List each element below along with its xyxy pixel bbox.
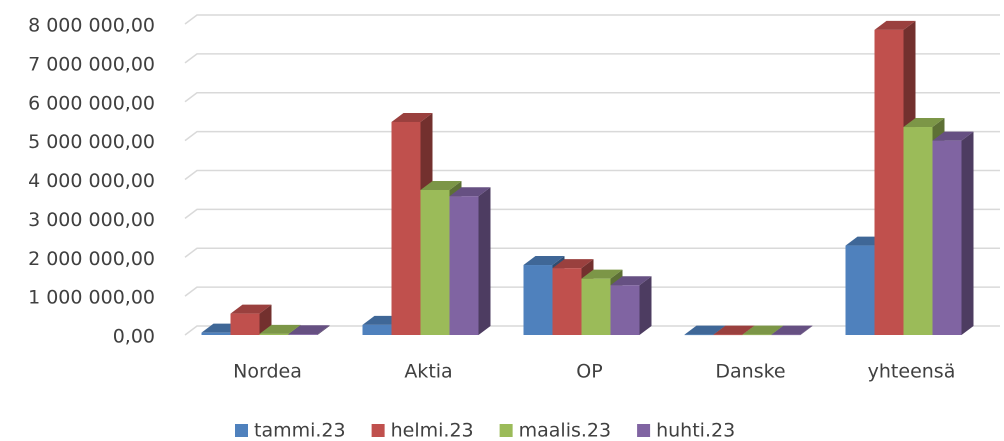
bar-front — [362, 324, 392, 335]
bar-top — [288, 325, 330, 335]
bar-front — [932, 140, 962, 335]
bar-front — [742, 334, 772, 336]
bar-front — [684, 334, 714, 336]
legend-label: maalis.23 — [519, 420, 611, 441]
bar-front — [713, 334, 743, 336]
bar-side — [961, 131, 974, 335]
bar-top — [523, 256, 565, 266]
bar-top — [684, 325, 726, 335]
grid-line — [184, 286, 1000, 297]
bar-side — [639, 276, 652, 335]
grid-line — [184, 247, 1000, 258]
bar-top — [449, 187, 491, 197]
x-tick-label: Nordea — [233, 361, 302, 383]
bar-side — [478, 187, 491, 335]
grid-line — [184, 92, 1000, 103]
bar-front — [201, 332, 231, 335]
bar-front — [523, 265, 553, 335]
legend-swatch — [235, 424, 248, 437]
bar-top — [932, 131, 974, 141]
bar — [874, 20, 916, 336]
bar-top — [742, 325, 784, 335]
bar-front — [391, 121, 421, 335]
bar — [288, 325, 330, 335]
grid-line — [184, 169, 1000, 181]
bar-top — [391, 112, 433, 122]
bar-front — [581, 278, 611, 335]
bar-top — [420, 180, 462, 190]
legend-swatch — [371, 424, 385, 437]
legend-swatch — [637, 424, 651, 437]
legend-swatch — [499, 424, 513, 437]
bar-front — [420, 189, 450, 335]
y-tick-label: 5 000 000,00 — [28, 131, 155, 153]
grid-line — [184, 53, 1000, 64]
bar-front — [903, 127, 933, 335]
bar-side — [317, 325, 330, 335]
bar-front — [552, 268, 582, 335]
bar-top — [874, 20, 916, 30]
bar — [610, 276, 652, 335]
bar-top — [230, 304, 272, 314]
legend-label: tammi.23 — [254, 420, 346, 441]
grid-line — [184, 130, 1000, 142]
y-tick-label: 2 000 000,00 — [28, 248, 155, 270]
y-tick-label: 6 000 000,00 — [28, 92, 155, 114]
bar-top — [552, 259, 594, 269]
legend-label: helmi.23 — [391, 420, 474, 441]
bar-front — [771, 334, 801, 336]
bar-top — [771, 325, 813, 335]
bar — [449, 187, 491, 335]
grid-line — [184, 14, 1000, 25]
bar-front — [845, 245, 875, 335]
x-tick-label: Aktia — [404, 361, 452, 383]
bar-top — [903, 118, 945, 128]
bar-side — [800, 325, 813, 335]
bar-top — [713, 325, 755, 335]
bar-front — [449, 196, 479, 335]
bar — [932, 131, 974, 335]
y-tick-label: 3 000 000,00 — [28, 209, 155, 231]
y-tick-label: 4 000 000,00 — [28, 170, 155, 192]
legend-label: huhti.23 — [656, 420, 735, 441]
bar-top — [259, 324, 301, 334]
bar-front — [259, 333, 289, 335]
bar-top — [581, 269, 623, 279]
y-tick-label: 0,00 — [113, 326, 155, 348]
bar — [771, 325, 813, 336]
bar-front — [288, 334, 318, 335]
y-tick-label: 7 000 000,00 — [28, 53, 155, 75]
x-tick-label: yhteensä — [868, 361, 956, 383]
x-tick-label: OP — [576, 361, 602, 383]
bar-front — [610, 285, 640, 335]
grid-line — [184, 208, 1000, 219]
x-tick-label: Danske — [715, 361, 785, 383]
bar-front — [874, 29, 904, 336]
y-tick-label: 1 000 000,00 — [28, 287, 155, 309]
bar-front — [230, 313, 260, 335]
bar-top — [610, 276, 652, 286]
y-tick-label: 8 000 000,00 — [28, 15, 155, 37]
